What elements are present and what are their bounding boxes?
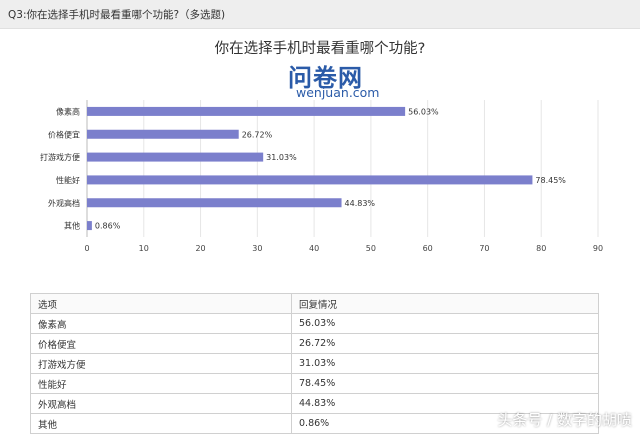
header-option: 选项: [30, 293, 292, 314]
table-row: 其他 0.86%: [30, 413, 599, 434]
data-label: 56.03%: [408, 107, 439, 116]
bar: [87, 198, 342, 208]
row-response: 26.72%: [291, 333, 599, 354]
row-option: 其他: [30, 413, 292, 434]
table-row: 外观高档 44.83%: [30, 393, 599, 414]
x-tick-label: 10: [139, 244, 149, 253]
bar: [87, 175, 533, 185]
bar: [87, 152, 264, 162]
logo-domain-text: wenjuan.com: [296, 85, 380, 100]
table-header-row: 选项 回复情况: [30, 293, 599, 314]
row-option: 性能好: [30, 373, 292, 394]
wenjuan-logo: 问卷网 wenjuan.com: [270, 58, 400, 100]
row-option: 外观高档: [30, 393, 292, 414]
bar: [87, 221, 92, 231]
row-response: 0.86%: [291, 413, 599, 434]
category-label: 打游戏方便: [40, 152, 80, 162]
x-tick-label: 80: [536, 244, 546, 253]
bar: [87, 129, 239, 139]
data-label: 78.45%: [535, 176, 566, 185]
x-tick-label: 20: [195, 244, 205, 253]
category-label: 像素高: [56, 106, 80, 116]
question-text: Q3:你在选择手机时最看重哪个功能?（多选题): [8, 9, 226, 21]
x-tick-label: 40: [309, 244, 319, 253]
table-row: 打游戏方便 31.03%: [30, 353, 599, 374]
data-label: 31.03%: [266, 153, 297, 162]
bar: [87, 106, 406, 116]
row-option: 打游戏方便: [30, 353, 292, 374]
header-response: 回复情况: [291, 293, 599, 314]
x-tick-label: 0: [84, 244, 89, 253]
x-tick-label: 70: [479, 244, 489, 253]
row-option: 价格便宜: [30, 333, 292, 354]
x-tick-label: 90: [593, 244, 603, 253]
category-label: 性能好: [56, 175, 80, 185]
data-label: 26.72%: [242, 130, 273, 139]
x-tick-label: 30: [252, 244, 262, 253]
bar-chart: 0 10 20 30 40 50 60 70 80 90 像素高 56.03% 价格便宜 26.72% 打游…: [40, 100, 603, 253]
category-label: 其他: [64, 221, 80, 231]
data-label: 0.86%: [95, 222, 121, 231]
row-response: 56.03%: [291, 313, 599, 334]
table-row: 性能好 78.45%: [30, 373, 599, 394]
x-tick-label: 50: [366, 244, 376, 253]
results-table: 选项 回复情况 像素高 56.03% 价格便宜 26.72% 打游戏方便 31.…: [30, 293, 599, 434]
row-response: 78.45%: [291, 373, 599, 394]
category-label: 价格便宜: [48, 129, 80, 139]
category-label: 外观高档: [48, 198, 80, 208]
table-row: 像素高 56.03%: [30, 313, 599, 334]
chart-title: 你在选择手机时最看重哪个功能?: [214, 41, 426, 57]
question-header: Q3:你在选择手机时最看重哪个功能?（多选题): [0, 0, 640, 29]
row-option: 像素高: [30, 313, 292, 334]
data-label: 44.83%: [345, 199, 376, 208]
logo-brand-text: 问卷网: [288, 64, 363, 92]
row-response: 31.03%: [291, 353, 599, 374]
table-row: 价格便宜 26.72%: [30, 333, 599, 354]
x-tick-label: 60: [423, 244, 433, 253]
watermark-text: 头条号 / 数字的胡喷: [497, 411, 632, 429]
